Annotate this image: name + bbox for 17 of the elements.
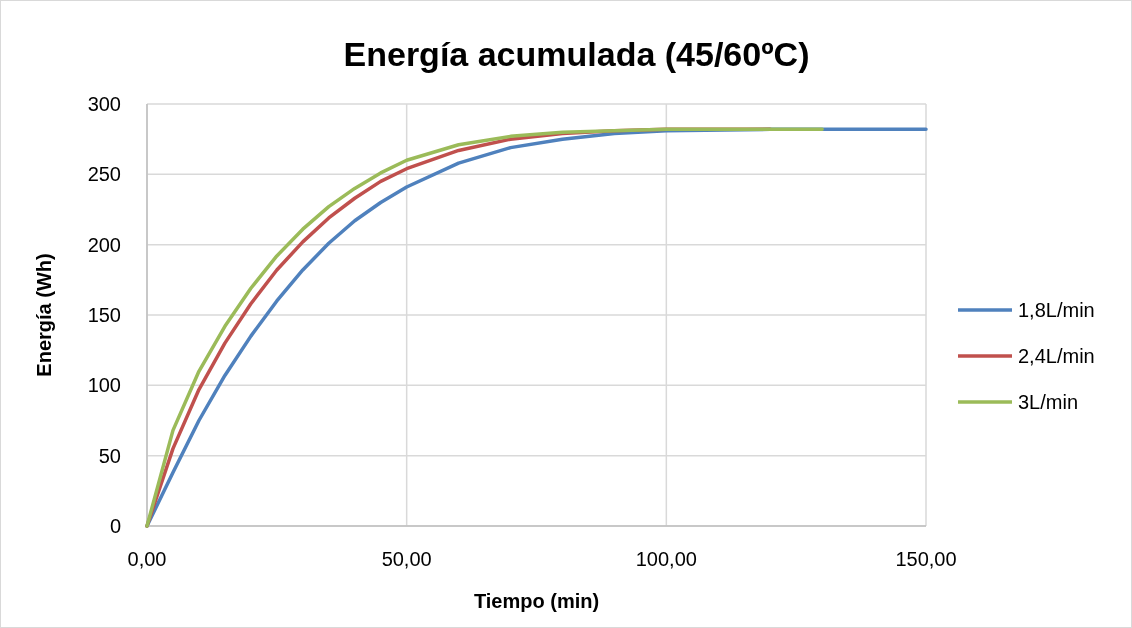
y-tick-label: 200 [87,233,121,256]
x-tick-label: 50,00 [381,548,432,570]
x-tick-label: 150,00 [895,548,957,570]
x-axis-title: Tiempo (min) [473,590,600,612]
x-tick-label: 0,00 [127,548,167,570]
y-tick-label: 150 [87,304,121,326]
legend-label: 2,4L/min [1018,345,1095,367]
y-tick-label: 100 [87,374,121,397]
y-tick-label: 50 [98,444,121,467]
y-tick-label: 0 [109,515,121,537]
legend-label: 1,8L/min [1018,299,1095,321]
x-tick-label: 100,00 [635,548,697,570]
y-tick-label: 250 [87,163,121,186]
y-tick-label: 300 [87,93,121,115]
legend-label: 3L/min [1018,391,1079,413]
chart-title: Energía acumulada (45/60ºC) [343,35,810,73]
y-axis-title: Energía (Wh) [33,253,55,377]
